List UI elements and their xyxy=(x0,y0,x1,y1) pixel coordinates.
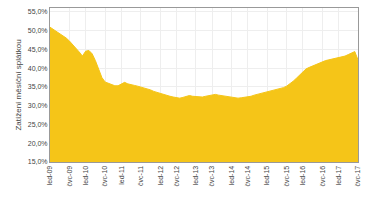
svg-text:led-12: led-12 xyxy=(157,166,164,186)
svg-text:55,0%: 55,0% xyxy=(28,8,48,15)
svg-text:led-17: led-17 xyxy=(335,166,342,186)
svg-text:led-11: led-11 xyxy=(118,166,125,185)
svg-text:čvc-11: čvc-11 xyxy=(137,166,144,186)
svg-text:led-15: led-15 xyxy=(263,166,270,186)
svg-text:25,0%: 25,0% xyxy=(28,121,48,128)
svg-text:led-09: led-09 xyxy=(46,166,53,186)
svg-text:15,0%: 15,0% xyxy=(28,158,48,165)
svg-text:led-14: led-14 xyxy=(228,166,235,186)
svg-text:45,0%: 45,0% xyxy=(28,46,48,53)
svg-text:led-13: led-13 xyxy=(192,166,199,186)
svg-text:čvc-16: čvc-16 xyxy=(319,166,326,187)
svg-text:čvc-10: čvc-10 xyxy=(101,166,108,187)
svg-text:čvc-17: čvc-17 xyxy=(354,166,361,187)
svg-text:čvc-13: čvc-13 xyxy=(208,166,215,187)
svg-text:čvc-15: čvc-15 xyxy=(283,166,290,187)
svg-text:50,0%: 50,0% xyxy=(28,27,48,34)
svg-text:led-10: led-10 xyxy=(82,166,89,186)
svg-text:čvc-12: čvc-12 xyxy=(173,166,180,187)
svg-text:čvc-14: čvc-14 xyxy=(244,166,251,187)
svg-text:35,0%: 35,0% xyxy=(28,83,48,90)
svg-text:led-16: led-16 xyxy=(299,166,306,186)
svg-text:30,0%: 30,0% xyxy=(28,102,48,109)
svg-text:Zatížení měsíční splátkou: Zatížení měsíční splátkou xyxy=(14,39,23,130)
svg-text:40,0%: 40,0% xyxy=(28,65,48,72)
svg-text:20,0%: 20,0% xyxy=(28,140,48,147)
svg-text:čvc-09: čvc-09 xyxy=(66,166,73,187)
